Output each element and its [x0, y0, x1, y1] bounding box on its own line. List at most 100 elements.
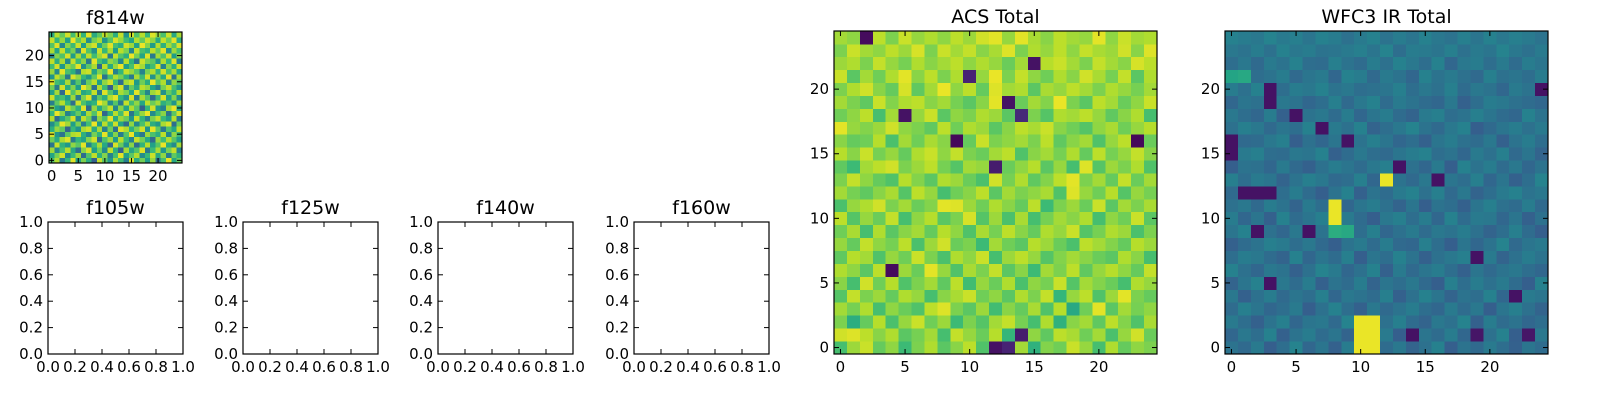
x-tick-label: 0.8 — [730, 358, 754, 376]
heatmap-cell — [1040, 31, 1054, 45]
heatmap-cell — [1315, 82, 1329, 96]
heatmap-cell — [1276, 186, 1290, 200]
heatmap-cell — [91, 110, 98, 117]
heatmap-cell — [1289, 56, 1303, 71]
heatmap-cell — [59, 115, 66, 122]
heatmap-cell — [1027, 276, 1042, 290]
heatmap-cell — [1354, 108, 1368, 122]
heatmap-cell — [1380, 31, 1394, 45]
heatmap-cell — [134, 94, 140, 101]
heatmap-cell — [1367, 341, 1381, 355]
heatmap-cell — [976, 31, 990, 45]
heatmap-cell — [64, 110, 71, 117]
heatmap-cell — [102, 37, 108, 43]
heatmap-cell — [150, 142, 156, 148]
heatmap-cell — [1405, 302, 1420, 316]
heatmap-cell — [102, 42, 108, 49]
heatmap-cell — [1225, 276, 1239, 290]
heatmap-cell — [846, 302, 861, 316]
heatmap-cell — [1040, 341, 1054, 355]
heatmap-cell — [64, 58, 71, 64]
heatmap-cell — [1431, 186, 1445, 200]
heatmap-cell — [1496, 56, 1510, 71]
heatmap-cell — [1040, 211, 1054, 226]
heatmap-cell — [75, 37, 82, 43]
heatmap-cell — [1040, 147, 1054, 161]
heatmap-cell — [70, 52, 76, 59]
heatmap-cell — [1405, 250, 1420, 264]
heatmap-cell — [1131, 134, 1145, 148]
heatmap-cell — [1341, 147, 1355, 161]
heatmap-cell — [1027, 69, 1042, 84]
heatmap-cell — [963, 82, 977, 96]
heatmap-cell — [160, 115, 167, 122]
heatmap-cell — [963, 302, 977, 316]
heatmap-cell — [139, 58, 146, 64]
heatmap-cell — [924, 198, 938, 213]
heatmap-cell — [1444, 31, 1458, 45]
heatmap-cell — [70, 47, 76, 54]
heatmap-cell — [834, 95, 848, 109]
heatmap-cell — [989, 198, 1003, 213]
heatmap-cell — [166, 105, 172, 111]
heatmap-cell — [1118, 56, 1132, 71]
heatmap-cell — [86, 32, 92, 38]
heatmap-cell — [885, 134, 899, 148]
heatmap-cell — [1444, 302, 1458, 316]
panel-f140w: 0.0 0.2 0.4 0.6 0.8 1.00.00.20.40.60.81.0f140… — [409, 197, 585, 376]
heatmap-cell — [171, 142, 178, 148]
heatmap-cell — [91, 84, 98, 90]
heatmap-cell — [118, 126, 124, 132]
heatmap-cell — [86, 79, 92, 85]
heatmap-cell — [1131, 82, 1145, 96]
heatmap-cell — [118, 42, 124, 49]
x-tick-label: 20 — [149, 167, 168, 185]
heatmap-cell — [128, 52, 135, 59]
heatmap-cell — [1131, 341, 1145, 355]
heatmap-cell — [123, 32, 130, 38]
heatmap-cell — [1105, 224, 1119, 239]
heatmap-cell — [112, 47, 119, 54]
heatmap-cell — [1237, 147, 1252, 161]
heatmap-cell — [118, 110, 124, 117]
heatmap-cell — [1014, 147, 1029, 161]
heatmap-cell — [1457, 160, 1471, 174]
heatmap-cell — [86, 121, 92, 127]
heatmap-cell — [1053, 147, 1067, 161]
heatmap-cell — [160, 121, 167, 127]
heatmap-cell — [96, 58, 103, 64]
heatmap-cell — [859, 328, 874, 342]
heatmap-cell — [1001, 250, 1016, 264]
heatmap-cell — [155, 100, 162, 106]
heatmap-cell — [1354, 328, 1368, 342]
heatmap-cell — [1092, 198, 1106, 213]
heatmap-cell — [1483, 237, 1497, 251]
heatmap-cell — [1040, 186, 1054, 200]
heatmap-cell — [1118, 173, 1132, 187]
heatmap-cell — [1509, 211, 1523, 226]
heatmap-cell — [1105, 328, 1119, 342]
heatmap-cell — [1014, 237, 1029, 251]
heatmap-cell — [70, 79, 76, 85]
heatmap-cell — [834, 186, 848, 200]
heatmap-cell — [1328, 69, 1342, 84]
heatmap-cell — [96, 126, 103, 132]
heatmap-cell — [166, 136, 172, 143]
heatmap-cell — [64, 142, 71, 148]
heatmap-cell — [1457, 95, 1471, 109]
heatmap-cell — [950, 173, 964, 187]
heatmap-cell — [963, 198, 977, 213]
heatmap-cell — [1496, 95, 1510, 109]
heatmap-cell — [1289, 315, 1303, 329]
heatmap-cell — [1380, 289, 1394, 303]
heatmap-cell — [1354, 147, 1368, 161]
heatmap-cell — [1496, 173, 1510, 187]
heatmap-cell — [1457, 315, 1471, 329]
heatmap-cell — [859, 134, 874, 148]
heatmap-cell — [155, 79, 162, 85]
heatmap-cell — [91, 136, 98, 143]
heatmap-cell — [872, 108, 887, 122]
heatmap-cell — [1509, 341, 1523, 355]
heatmap-cell — [150, 84, 156, 90]
heatmap-cell — [1470, 56, 1484, 71]
